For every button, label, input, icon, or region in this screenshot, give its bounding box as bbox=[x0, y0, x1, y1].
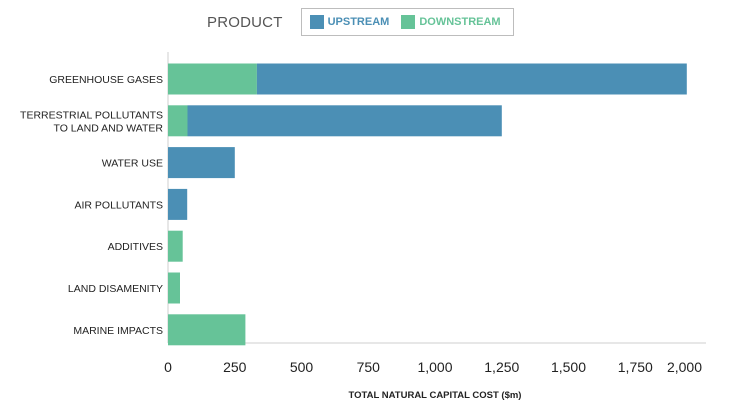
category-label: WATER USE bbox=[102, 158, 163, 170]
bar-downstream-2 bbox=[168, 105, 188, 137]
category-label: TERRESTRIAL POLLUTANTS TO LAND AND WATER bbox=[20, 109, 163, 134]
bars-group bbox=[168, 63, 687, 346]
bar-upstream-1 bbox=[256, 63, 687, 95]
x-tick-label: 1,250 bbox=[484, 359, 519, 375]
x-tick-labels: 0 250 500 750 1,000 1,250 1,500 1,750 2,000 bbox=[164, 359, 702, 375]
x-tick-label: 1,000 bbox=[417, 359, 452, 375]
x-tick-label: 0 bbox=[164, 359, 172, 375]
legend-swatch-downstream bbox=[401, 15, 416, 29]
category-label: AIR POLLUTANTS bbox=[75, 199, 164, 211]
bar-downstream-5 bbox=[168, 230, 183, 262]
bar-downstream-7 bbox=[168, 314, 246, 346]
bar-upstream-4 bbox=[168, 188, 188, 220]
category-label: MARINE IMPACTS bbox=[73, 325, 163, 337]
legend-box: UPSTREAM DOWNSTREAM bbox=[300, 8, 514, 36]
category-label: LAND DISAMENITY bbox=[68, 283, 163, 295]
legend-label-upstream: UPSTREAM bbox=[327, 16, 390, 28]
legend-item-downstream: DOWNSTREAM bbox=[401, 15, 501, 29]
category-label: ADDITIVES bbox=[108, 241, 163, 253]
x-tick-label: 500 bbox=[290, 359, 314, 375]
bar-upstream-3 bbox=[168, 147, 235, 179]
category-labels: GREENHOUSE GASES TERRESTRIAL POLLUTANTS TO… bbox=[20, 74, 163, 337]
legend-title: PRODUCT bbox=[207, 13, 283, 31]
bar-downstream-6 bbox=[168, 272, 180, 304]
x-tick-label: 1,750 bbox=[618, 359, 653, 375]
category-label: GREENHOUSE GASES bbox=[49, 74, 163, 86]
bar-upstream-2 bbox=[187, 105, 502, 137]
x-tick-label: 1,500 bbox=[551, 359, 586, 375]
legend-swatch-upstream bbox=[309, 15, 324, 29]
legend-item-upstream: UPSTREAM bbox=[309, 15, 390, 29]
x-axis-label: TOTAL NATURAL CAPITAL COST ($m) bbox=[349, 390, 522, 401]
x-tick-label: 750 bbox=[357, 359, 381, 375]
legend-label-downstream: DOWNSTREAM bbox=[419, 16, 501, 28]
x-tick-label: 2,000 bbox=[667, 359, 702, 375]
bar-downstream-1 bbox=[168, 63, 257, 95]
legend: PRODUCT UPSTREAM DOWNSTREAM bbox=[207, 8, 514, 36]
x-tick-label: 250 bbox=[223, 359, 247, 375]
